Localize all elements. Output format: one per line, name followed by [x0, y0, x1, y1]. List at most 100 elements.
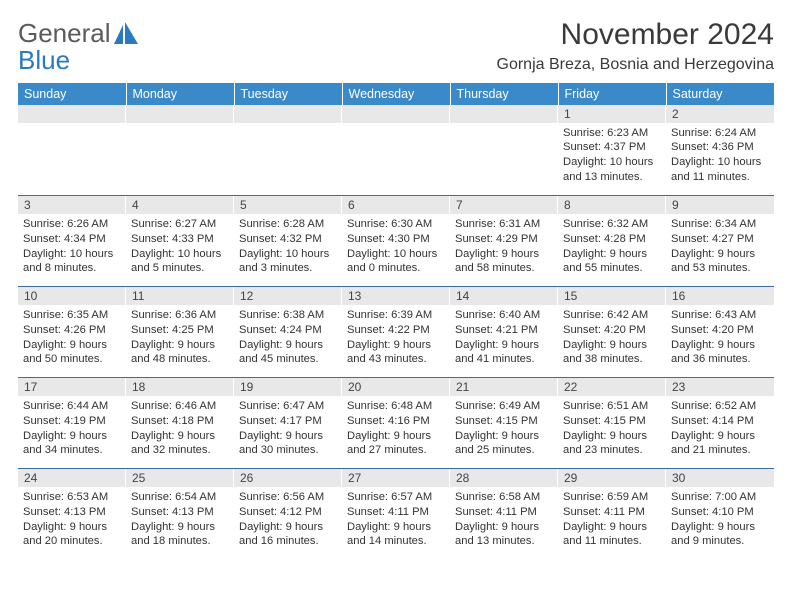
daylight-text-1: Daylight: 9 hours [131, 338, 229, 353]
sunrise-text: Sunrise: 6:38 AM [239, 308, 337, 323]
calendar-week-row: 3Sunrise: 6:26 AMSunset: 4:34 PMDaylight… [18, 196, 774, 287]
day-content: Sunrise: 6:30 AMSunset: 4:30 PMDaylight:… [342, 214, 450, 280]
day-number: 17 [18, 378, 126, 396]
sunset-text: Sunset: 4:17 PM [239, 414, 337, 429]
day-number: 4 [126, 196, 234, 214]
daylight-text-2: and 14 minutes. [347, 534, 445, 549]
day-number: 20 [342, 378, 450, 396]
daylight-text-2: and 50 minutes. [23, 352, 121, 367]
daylight-text-2: and 27 minutes. [347, 443, 445, 458]
daylight-text-1: Daylight: 9 hours [671, 520, 769, 535]
empty-day [126, 105, 234, 123]
sunset-text: Sunset: 4:11 PM [455, 505, 553, 520]
calendar-cell: 6Sunrise: 6:30 AMSunset: 4:30 PMDaylight… [342, 196, 450, 287]
day-content: Sunrise: 6:32 AMSunset: 4:28 PMDaylight:… [558, 214, 666, 280]
calendar-cell: 14Sunrise: 6:40 AMSunset: 4:21 PMDayligh… [450, 287, 558, 378]
weekday-header: Tuesday [234, 83, 342, 105]
day-number: 16 [666, 287, 774, 305]
sunrise-text: Sunrise: 6:54 AM [131, 490, 229, 505]
day-content: Sunrise: 6:24 AMSunset: 4:36 PMDaylight:… [666, 123, 774, 189]
sunrise-text: Sunrise: 6:30 AM [347, 217, 445, 232]
daylight-text-1: Daylight: 9 hours [131, 429, 229, 444]
day-number: 21 [450, 378, 558, 396]
daylight-text-2: and 13 minutes. [455, 534, 553, 549]
day-content: Sunrise: 6:54 AMSunset: 4:13 PMDaylight:… [126, 487, 234, 553]
day-number: 14 [450, 287, 558, 305]
daylight-text-2: and 3 minutes. [239, 261, 337, 276]
sunrise-text: Sunrise: 6:58 AM [455, 490, 553, 505]
day-number: 29 [558, 469, 666, 487]
day-number: 2 [666, 105, 774, 123]
calendar-cell [126, 105, 234, 196]
calendar-cell [342, 105, 450, 196]
calendar-cell: 18Sunrise: 6:46 AMSunset: 4:18 PMDayligh… [126, 378, 234, 469]
sunset-text: Sunset: 4:21 PM [455, 323, 553, 338]
calendar-cell: 7Sunrise: 6:31 AMSunset: 4:29 PMDaylight… [450, 196, 558, 287]
sunrise-text: Sunrise: 6:56 AM [239, 490, 337, 505]
day-content: Sunrise: 6:56 AMSunset: 4:12 PMDaylight:… [234, 487, 342, 553]
sunrise-text: Sunrise: 6:51 AM [563, 399, 661, 414]
sunrise-text: Sunrise: 6:23 AM [563, 126, 661, 141]
daylight-text-1: Daylight: 9 hours [347, 338, 445, 353]
sunset-text: Sunset: 4:19 PM [23, 414, 121, 429]
sunset-text: Sunset: 4:20 PM [671, 323, 769, 338]
calendar-cell: 21Sunrise: 6:49 AMSunset: 4:15 PMDayligh… [450, 378, 558, 469]
daylight-text-2: and 32 minutes. [131, 443, 229, 458]
sunrise-text: Sunrise: 6:24 AM [671, 126, 769, 141]
day-content: Sunrise: 6:34 AMSunset: 4:27 PMDaylight:… [666, 214, 774, 280]
day-content: Sunrise: 6:39 AMSunset: 4:22 PMDaylight:… [342, 305, 450, 371]
calendar-cell: 24Sunrise: 6:53 AMSunset: 4:13 PMDayligh… [18, 469, 126, 560]
day-content: Sunrise: 6:52 AMSunset: 4:14 PMDaylight:… [666, 396, 774, 462]
sunset-text: Sunset: 4:37 PM [563, 140, 661, 155]
sunset-text: Sunset: 4:29 PM [455, 232, 553, 247]
daylight-text-1: Daylight: 9 hours [563, 338, 661, 353]
daylight-text-2: and 21 minutes. [671, 443, 769, 458]
day-number: 6 [342, 196, 450, 214]
day-content: Sunrise: 6:49 AMSunset: 4:15 PMDaylight:… [450, 396, 558, 462]
logo-sail-icon [114, 22, 140, 49]
sunset-text: Sunset: 4:13 PM [23, 505, 121, 520]
weekday-header: Wednesday [342, 83, 450, 105]
sunset-text: Sunset: 4:34 PM [23, 232, 121, 247]
day-content: Sunrise: 6:31 AMSunset: 4:29 PMDaylight:… [450, 214, 558, 280]
sunset-text: Sunset: 4:30 PM [347, 232, 445, 247]
sunrise-text: Sunrise: 6:49 AM [455, 399, 553, 414]
sunset-text: Sunset: 4:27 PM [671, 232, 769, 247]
daylight-text-1: Daylight: 9 hours [23, 520, 121, 535]
day-number: 13 [342, 287, 450, 305]
calendar-cell: 16Sunrise: 6:43 AMSunset: 4:20 PMDayligh… [666, 287, 774, 378]
day-number: 27 [342, 469, 450, 487]
calendar-cell: 8Sunrise: 6:32 AMSunset: 4:28 PMDaylight… [558, 196, 666, 287]
logo-line1: General [18, 20, 111, 47]
day-content: Sunrise: 6:59 AMSunset: 4:11 PMDaylight:… [558, 487, 666, 553]
sunset-text: Sunset: 4:25 PM [131, 323, 229, 338]
daylight-text-2: and 41 minutes. [455, 352, 553, 367]
calendar-cell: 19Sunrise: 6:47 AMSunset: 4:17 PMDayligh… [234, 378, 342, 469]
sunset-text: Sunset: 4:32 PM [239, 232, 337, 247]
calendar-body: 1Sunrise: 6:23 AMSunset: 4:37 PMDaylight… [18, 105, 774, 560]
sunrise-text: Sunrise: 6:53 AM [23, 490, 121, 505]
day-content: Sunrise: 6:51 AMSunset: 4:15 PMDaylight:… [558, 396, 666, 462]
daylight-text-1: Daylight: 9 hours [455, 520, 553, 535]
daylight-text-2: and 38 minutes. [563, 352, 661, 367]
sunrise-text: Sunrise: 6:32 AM [563, 217, 661, 232]
daylight-text-1: Daylight: 9 hours [23, 338, 121, 353]
day-content: Sunrise: 6:58 AMSunset: 4:11 PMDaylight:… [450, 487, 558, 553]
day-content: Sunrise: 6:46 AMSunset: 4:18 PMDaylight:… [126, 396, 234, 462]
sunset-text: Sunset: 4:26 PM [23, 323, 121, 338]
location: Gornja Breza, Bosnia and Herzegovina [497, 56, 775, 74]
day-number: 19 [234, 378, 342, 396]
calendar-week-row: 24Sunrise: 6:53 AMSunset: 4:13 PMDayligh… [18, 469, 774, 560]
daylight-text-2: and 25 minutes. [455, 443, 553, 458]
daylight-text-1: Daylight: 10 hours [563, 155, 661, 170]
daylight-text-2: and 53 minutes. [671, 261, 769, 276]
daylight-text-1: Daylight: 9 hours [131, 520, 229, 535]
sunrise-text: Sunrise: 6:59 AM [563, 490, 661, 505]
daylight-text-1: Daylight: 9 hours [455, 429, 553, 444]
day-content: Sunrise: 7:00 AMSunset: 4:10 PMDaylight:… [666, 487, 774, 553]
daylight-text-2: and 8 minutes. [23, 261, 121, 276]
day-content: Sunrise: 6:36 AMSunset: 4:25 PMDaylight:… [126, 305, 234, 371]
calendar-cell: 25Sunrise: 6:54 AMSunset: 4:13 PMDayligh… [126, 469, 234, 560]
calendar-cell: 3Sunrise: 6:26 AMSunset: 4:34 PMDaylight… [18, 196, 126, 287]
sunset-text: Sunset: 4:22 PM [347, 323, 445, 338]
